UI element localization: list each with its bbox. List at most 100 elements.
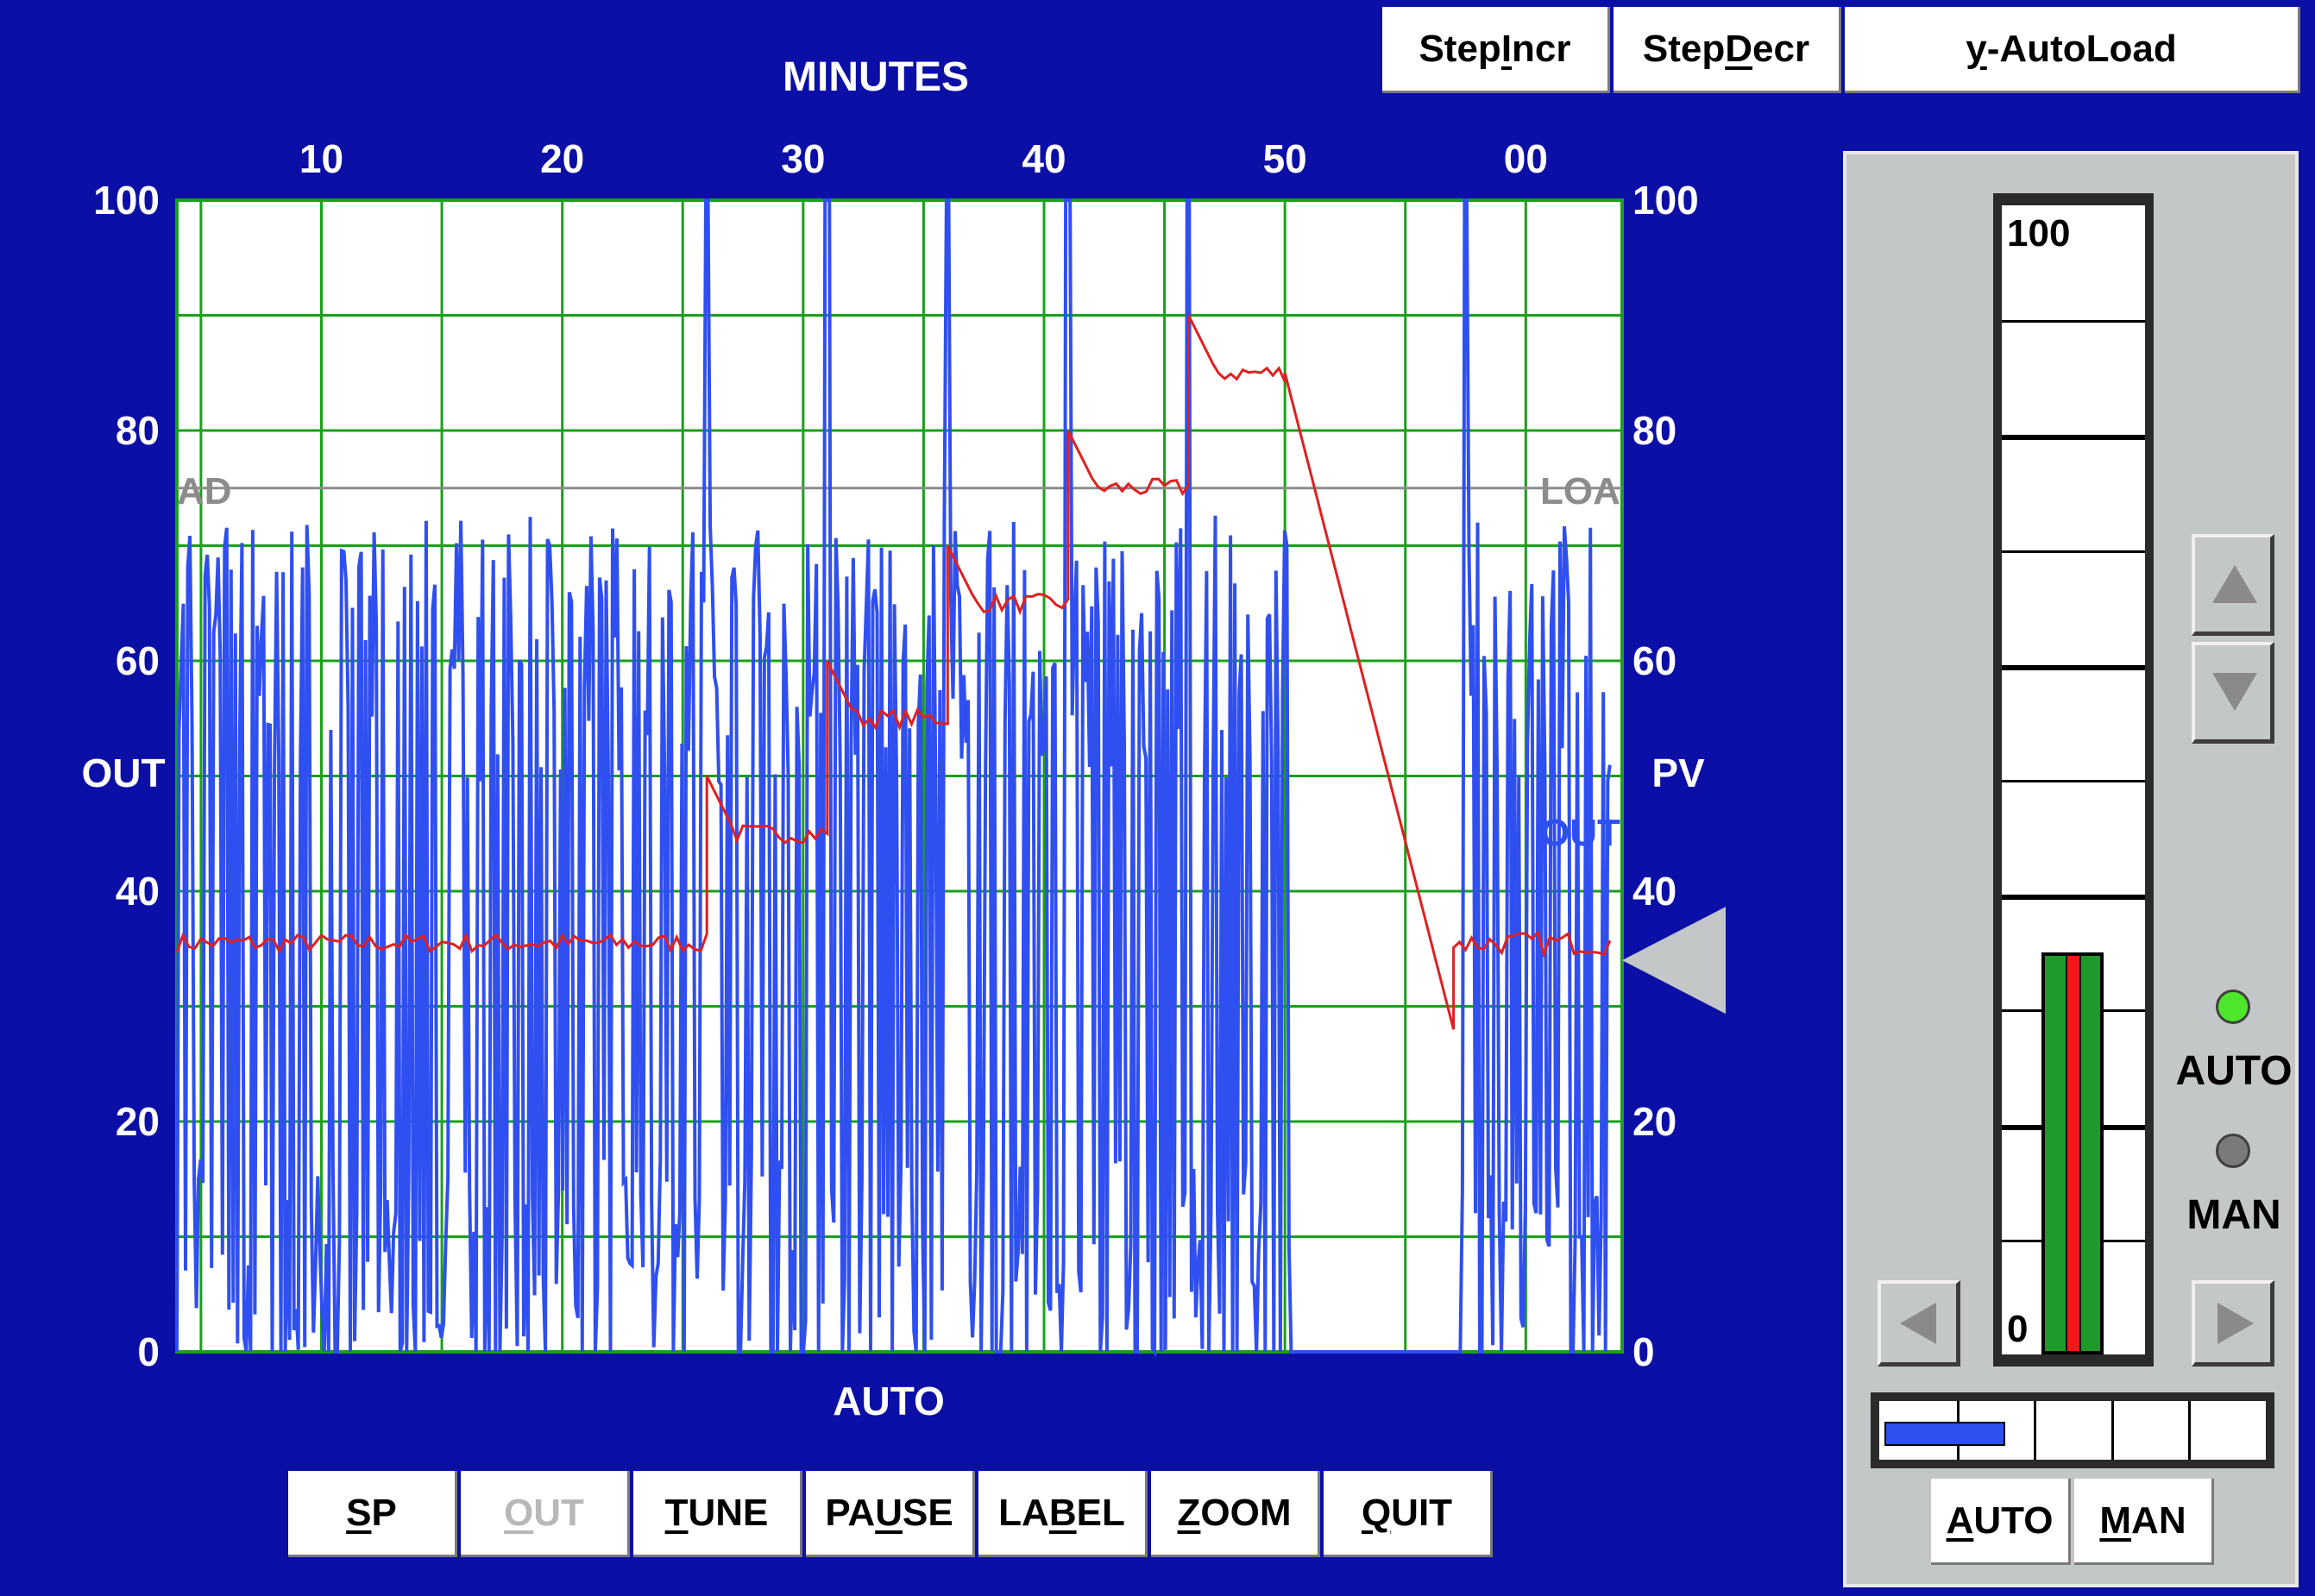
label-button[interactable]: LA B EL xyxy=(978,1471,1148,1557)
plot-border xyxy=(175,198,1624,1354)
button-label-ul: O xyxy=(504,1491,534,1534)
auto-load-button[interactable]: y -AutoLoad xyxy=(1845,7,2300,93)
button-label-ul: T xyxy=(664,1491,689,1534)
faceplate-panel: 100 0 AUTO MAN A UTO M AN xyxy=(1843,151,2299,1587)
top-axis-title: MINUTES xyxy=(783,54,969,100)
left-tick-label: 80 xyxy=(116,408,160,453)
left-tick-label: 40 xyxy=(116,869,160,914)
left-axis-label: OUT xyxy=(81,751,165,795)
zoom-button[interactable]: Z OOM xyxy=(1151,1471,1320,1557)
auto-mode-button[interactable]: A UTO xyxy=(1931,1479,2071,1565)
button-label-pre: PA xyxy=(825,1491,876,1534)
auto-indicator-label: AUTO xyxy=(2175,1048,2293,1094)
output-bargraph xyxy=(1871,1392,2274,1468)
right-tick-label: 60 xyxy=(1632,638,1676,683)
out-button: O UT xyxy=(461,1471,630,1557)
bargraph-bottom-label: 0 xyxy=(2007,1308,2029,1350)
button-label-post: OOM xyxy=(1200,1491,1292,1534)
button-label-post: UTO xyxy=(1973,1499,2054,1542)
button-label-ul: Z xyxy=(1177,1491,1201,1534)
button-label-pre: Step xyxy=(1419,27,1501,70)
bargraph-top-label: 100 xyxy=(2007,212,2071,254)
bargraph-tick xyxy=(2002,664,2145,670)
arrow-down-icon xyxy=(2212,673,2257,711)
mode-label: AUTO xyxy=(833,1379,945,1423)
arrow-up-icon xyxy=(2212,565,2257,603)
button-label-ul: D xyxy=(1725,27,1753,70)
left-tick-label: 20 xyxy=(116,1099,160,1144)
right-tick-label: 100 xyxy=(1632,178,1699,223)
button-label-post: P xyxy=(371,1491,397,1534)
top-tick-label: 00 xyxy=(1504,136,1548,181)
button-label-ul: B xyxy=(1048,1491,1077,1534)
man-indicator-led xyxy=(2216,1134,2250,1168)
button-label-ul: Q xyxy=(1361,1491,1392,1534)
output-bar xyxy=(1884,1422,2005,1446)
setpoint-pointer[interactable] xyxy=(1622,907,1726,1015)
button-label-ul: I xyxy=(1500,27,1513,70)
load-label-left: AD xyxy=(177,470,232,512)
tune-button[interactable]: T UNE xyxy=(633,1471,802,1557)
button-label-ul: A xyxy=(1946,1499,1974,1542)
output-tick xyxy=(2034,1401,2037,1460)
button-label-ul: U xyxy=(875,1491,903,1534)
out-trace xyxy=(175,198,1612,1358)
pv-trace xyxy=(175,314,1612,1030)
bargraph-tick xyxy=(2002,895,2145,901)
right-tick-label: 40 xyxy=(1632,869,1676,914)
bargraph-scale: 100 0 xyxy=(2002,205,2145,1354)
top-tick-label: 20 xyxy=(540,136,584,181)
top-tick-label: 40 xyxy=(1022,136,1066,181)
arrow-right-icon xyxy=(2217,1303,2254,1344)
button-label-ul: S xyxy=(346,1491,372,1534)
man-indicator-label: MAN xyxy=(2186,1192,2281,1238)
output-tick xyxy=(2188,1401,2192,1460)
right-tick-label: 0 xyxy=(1632,1329,1655,1374)
quit-button[interactable]: Q UIT xyxy=(1324,1471,1493,1557)
button-label-post: ncr xyxy=(1512,27,1571,70)
button-label-post: UIT xyxy=(1391,1491,1453,1534)
top-tick-label: 30 xyxy=(781,136,825,181)
button-label-post: ecr xyxy=(1752,27,1810,70)
button-label-post: -AutoLoad xyxy=(1986,27,2177,70)
bargraph-tick xyxy=(2002,320,2145,324)
output-tick xyxy=(2111,1401,2114,1460)
right-axis-label: PV xyxy=(1651,751,1705,795)
auto-indicator-led xyxy=(2216,990,2250,1024)
pause-button[interactable]: PA U SE xyxy=(806,1471,975,1557)
step-left-button[interactable] xyxy=(1878,1280,1960,1367)
button-label-ul: M xyxy=(2099,1499,2132,1542)
bargraph-tick xyxy=(2002,550,2145,553)
left-tick-label: 0 xyxy=(137,1329,160,1374)
button-label-post: EL xyxy=(1076,1491,1125,1534)
bargraph-tick xyxy=(2002,780,2145,782)
button-label-post: UNE xyxy=(688,1491,769,1534)
output-scale xyxy=(1879,1401,2266,1460)
button-label-pre: Step xyxy=(1642,27,1726,70)
axis-ticks: 10 20 30 40 50 00 100 80 60 40 20 0 100 80 60 40 20 0 xyxy=(93,136,1699,1374)
pv-bar xyxy=(2041,952,2104,1354)
step-right-button[interactable] xyxy=(2192,1280,2274,1367)
right-tick-label: 80 xyxy=(1632,408,1676,453)
step-down-button[interactable] xyxy=(2192,642,2274,744)
left-tick-label: 60 xyxy=(116,638,160,683)
man-mode-button[interactable]: M AN xyxy=(2074,1479,2214,1565)
right-tick-label: 20 xyxy=(1632,1099,1676,1144)
top-tick-label: 10 xyxy=(299,136,343,181)
arrow-left-icon xyxy=(1900,1303,1936,1344)
step-up-button[interactable] xyxy=(2192,534,2274,636)
pv-bargraph: 100 0 xyxy=(1993,193,2154,1367)
button-label-post: UT xyxy=(533,1491,584,1534)
top-tick-label: 50 xyxy=(1263,136,1307,181)
button-label-pre: LA xyxy=(998,1491,1049,1534)
out-trace-label: OUT xyxy=(1540,812,1620,854)
left-tick-label: 100 xyxy=(93,178,160,223)
load-label-right: LOA xyxy=(1540,470,1620,512)
button-label-post: AN xyxy=(2131,1499,2186,1542)
bargraph-tick xyxy=(2002,435,2145,441)
